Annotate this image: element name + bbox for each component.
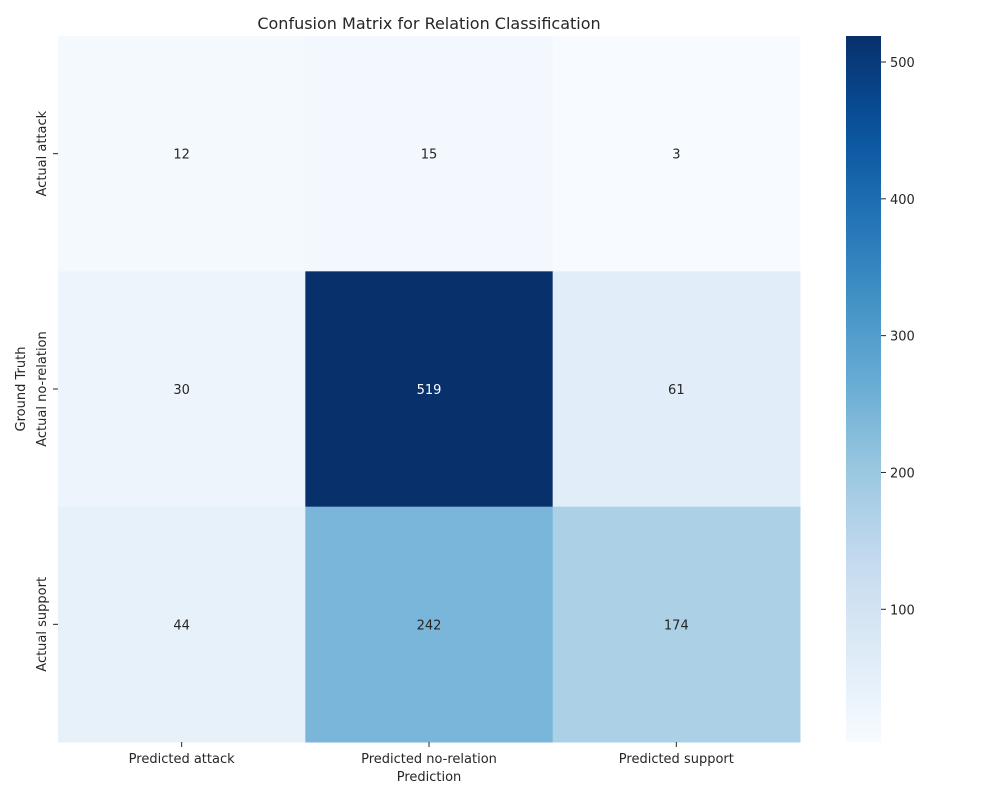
colorbar-tick-label: 200 — [890, 466, 915, 481]
cell-value-label: 15 — [421, 148, 438, 163]
colorbar-tick-label: 500 — [890, 56, 915, 71]
colorbar-tick-label: 100 — [890, 603, 915, 618]
chart-title: Confusion Matrix for Relation Classifica… — [257, 14, 600, 33]
heatmap-cell — [552, 506, 801, 743]
colorbar: 100 200 300 400 500 — [846, 36, 915, 742]
heatmap-cell — [58, 506, 306, 743]
y-tick-label: Actual support — [35, 577, 50, 672]
heatmap-cell — [58, 271, 306, 508]
cell-value-label: 3 — [672, 148, 680, 163]
cell-value-label: 30 — [173, 383, 190, 398]
y-tick-label: Actual attack — [35, 110, 50, 196]
heatmap-cell — [305, 36, 554, 272]
x-tick-label: Predicted attack — [129, 752, 235, 767]
heatmap-cell — [305, 271, 554, 508]
x-tick-label: Predicted no-relation — [361, 752, 497, 767]
heatmap-cell — [552, 271, 801, 508]
cell-value-label: 174 — [664, 618, 689, 633]
y-axis: Actual attack Actual no-relation Actual su… — [35, 110, 58, 672]
heatmap-cell — [58, 36, 306, 272]
cell-value-label: 519 — [417, 383, 442, 398]
cell-value-label: 12 — [173, 148, 190, 163]
y-axis-label: Ground Truth — [14, 347, 29, 432]
cell-value-label: 61 — [668, 383, 685, 398]
heatmap-cells: 12 15 3 30 519 61 44 242 174 — [58, 36, 801, 743]
cell-value-label: 242 — [417, 618, 442, 633]
cell-value-label: 44 — [173, 618, 190, 633]
colorbar-tick-label: 400 — [890, 193, 915, 208]
heatmap-cell — [552, 36, 801, 272]
x-axis-label: Prediction — [397, 770, 462, 785]
y-tick-label: Actual no-relation — [35, 331, 50, 447]
x-axis: Predicted attack Predicted no-relation Pre… — [129, 742, 734, 767]
colorbar-gradient — [846, 36, 881, 742]
colorbar-tick-label: 300 — [890, 330, 915, 345]
x-tick-label: Predicted support — [619, 752, 734, 767]
heatmap-cell — [305, 506, 554, 743]
